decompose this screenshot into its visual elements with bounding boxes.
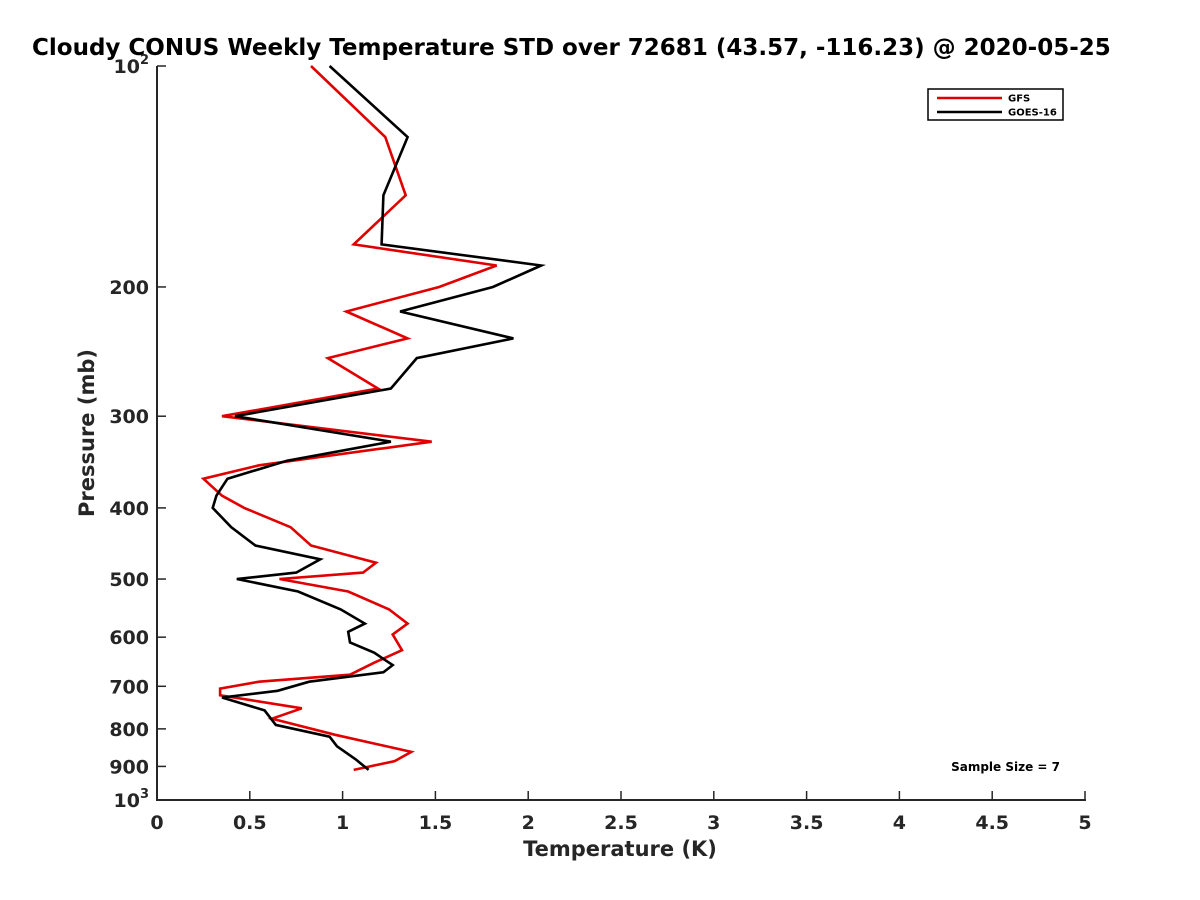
series-line-gfs — [200, 65, 498, 772]
y-tick-label: 103 — [114, 787, 150, 812]
y-tick-label-base: 800 — [109, 719, 149, 741]
y-tick-label-base: 10 — [114, 56, 140, 78]
chart-title: Cloudy CONUS Weekly Temperature STD over… — [32, 35, 1111, 61]
y-tick-label: 102 — [114, 53, 150, 78]
x-tick-label: 2 — [522, 812, 535, 834]
x-tick-label: 4.5 — [975, 812, 1009, 834]
x-tick-label: 1.5 — [419, 812, 453, 834]
x-tick-label: 1 — [336, 812, 349, 834]
x-tick-label: 0 — [150, 812, 163, 834]
y-tick-label-base: 300 — [109, 406, 149, 428]
x-ticks: 0 0.5 1 1.5 2 2.5 3 3.5 4 4.5 5 — [150, 791, 1092, 834]
y-tick-label: 500 — [109, 569, 149, 591]
y-tick-label: 300 — [109, 406, 149, 428]
y-axis-label: Pressure (mb) — [75, 349, 99, 517]
series-layer — [200, 65, 546, 772]
x-tick-label: 0.5 — [233, 812, 267, 834]
y-tick-label-base: 400 — [109, 498, 149, 520]
legend: GFS GOES-16 — [927, 88, 1064, 121]
x-axis-label: Temperature (K) — [523, 837, 717, 861]
y-tick-label: 900 — [109, 756, 149, 778]
y-tick-label-base: 500 — [109, 569, 149, 591]
y-tick-label: 800 — [109, 719, 149, 741]
y-tick-label: 700 — [109, 676, 149, 698]
y-tick-label: 200 — [109, 277, 149, 299]
y-tick-label-base: 900 — [109, 756, 149, 778]
sample-size-annotation: Sample Size = 7 — [951, 760, 1060, 774]
x-tick-label: 2.5 — [604, 812, 638, 834]
series-line-goes-16 — [211, 65, 546, 771]
y-tick-label-base: 600 — [109, 627, 149, 649]
legend-label: GOES-16 — [1008, 108, 1057, 119]
legend-box — [927, 88, 1064, 121]
y-tick-label-exponent: 2 — [140, 53, 149, 68]
legend-label: GFS — [1008, 94, 1030, 105]
x-tick-label: 5 — [1078, 812, 1091, 834]
x-tick-label: 4 — [893, 812, 906, 834]
y-tick-label-exponent: 3 — [140, 787, 149, 802]
y-tick-label: 600 — [109, 627, 149, 649]
y-tick-label-base: 10 — [114, 790, 140, 812]
y-tick-label: 400 — [109, 498, 149, 520]
y-tick-label-base: 200 — [109, 277, 149, 299]
y-tick-label-base: 700 — [109, 676, 149, 698]
x-tick-label: 3.5 — [790, 812, 824, 834]
x-tick-label: 3 — [707, 812, 720, 834]
